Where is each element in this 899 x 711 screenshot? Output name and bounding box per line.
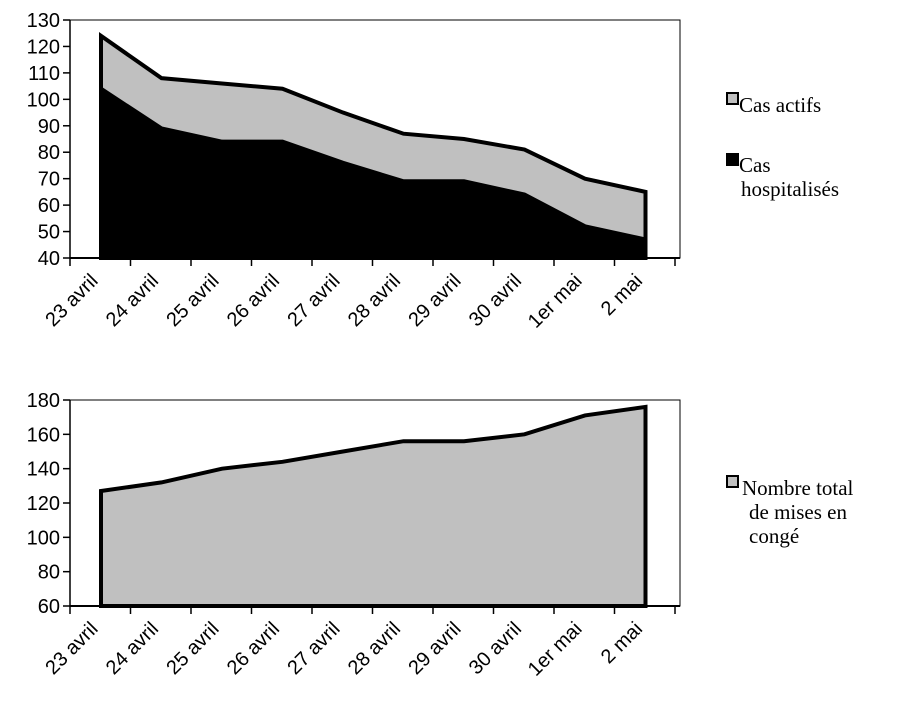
x-tick-label: 1er mai — [524, 618, 587, 681]
legend-label-line: congé — [749, 524, 799, 548]
x-tick-label: 26 avril — [223, 270, 284, 331]
chart-1: 40 50 60 70 80 90 100 110 120 130 23 avril 24 avril… — [27, 10, 839, 333]
y-tick-label: 60 — [38, 596, 60, 618]
x-tick-label: 23 avril — [41, 618, 102, 679]
x-tick-label: 25 avril — [162, 618, 223, 679]
y-tick-label: 50 — [38, 222, 60, 244]
area-series-1 — [99, 404, 648, 608]
legend-label-line: de mises en — [749, 500, 847, 524]
y-tick-label: 40 — [38, 248, 60, 270]
y-tick-label: 100 — [27, 527, 60, 549]
legend-label: Nombre total de mises en congé — [742, 476, 854, 548]
x-tick-label: 28 avril — [344, 270, 405, 331]
area-series-2 — [99, 85, 648, 260]
chart-2: 60 80 100 120 140 160 180 23 avril 24 avril 25 av… — [27, 390, 854, 681]
y-tick-label: 120 — [27, 493, 60, 515]
legend-label-line: hospitalisés — [741, 177, 839, 201]
legend-swatch — [726, 153, 739, 166]
x-tick-label: 2 mai — [597, 270, 647, 320]
x-tick-label: 29 avril — [404, 270, 465, 331]
legend-label: Cas hospitalisés — [739, 153, 839, 201]
x-tick-label: 23 avril — [41, 270, 102, 331]
y-tick-label: 110 — [28, 63, 60, 85]
y-tick-label: 160 — [27, 424, 60, 446]
legend-label-line: Cas actifs — [739, 93, 821, 117]
y-tick-label: 180 — [27, 390, 60, 412]
legend-swatch — [726, 475, 739, 488]
y-tick-label: 120 — [27, 36, 60, 58]
y-tick-label: 70 — [38, 169, 60, 191]
x-tick-label: 29 avril — [404, 618, 465, 679]
x-tick-label: 30 avril — [465, 618, 526, 679]
legend-label-line: Cas — [739, 153, 771, 177]
legend-label: Cas actifs — [739, 93, 821, 117]
y-tick-label: 80 — [38, 562, 60, 584]
x-tick-label: 27 avril — [283, 270, 344, 331]
x-tick-label: 1er mai — [524, 270, 587, 333]
x-tick-label: 24 avril — [102, 618, 163, 679]
legend-label-line: Nombre total — [742, 476, 854, 500]
y-tick-label: 60 — [38, 195, 60, 217]
x-tick-label: 24 avril — [102, 270, 163, 331]
y-tick-label: 80 — [38, 142, 60, 164]
legend-swatch — [726, 92, 739, 105]
x-tick-label: 28 avril — [344, 618, 405, 679]
x-tick-label: 26 avril — [223, 618, 284, 679]
x-tick-label: 2 mai — [597, 618, 647, 668]
y-tick-label: 130 — [27, 10, 60, 32]
y-tick-label: 100 — [27, 89, 60, 111]
y-tick-label: 90 — [38, 116, 60, 138]
x-tick-label: 25 avril — [162, 270, 223, 331]
x-tick-label: 27 avril — [283, 618, 344, 679]
x-tick-label: 30 avril — [465, 270, 526, 331]
y-tick-label: 140 — [27, 459, 60, 481]
